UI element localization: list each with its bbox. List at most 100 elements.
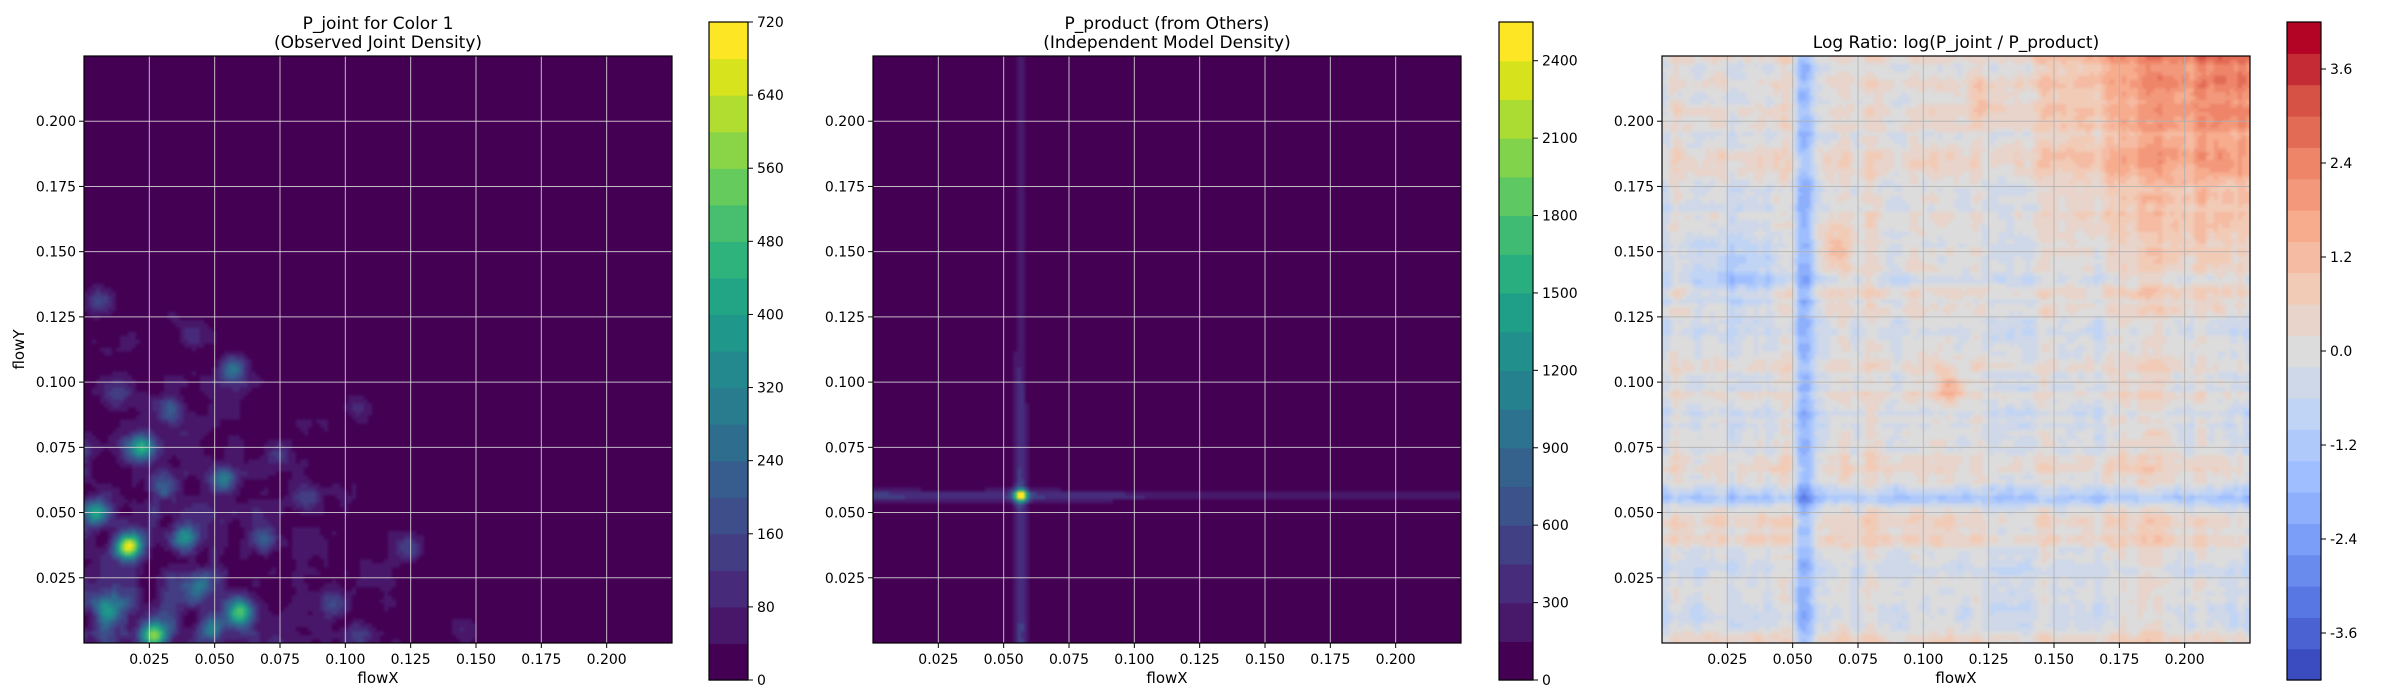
colorbar-level: [709, 95, 748, 133]
colorbar-tick-label: 720: [757, 15, 784, 31]
colorbar-tick-label: 2100: [1542, 131, 1578, 147]
colorbar-frame: [1498, 21, 1534, 681]
colorbar-level: [709, 643, 748, 681]
x-tick-label: 0.200: [2165, 652, 2205, 668]
colorbar-tick-label: 1800: [1542, 209, 1578, 225]
colorbar-tick-label: 560: [757, 161, 784, 177]
colorbar-tick-label: 400: [757, 307, 784, 323]
y-tick-label: 0.125: [36, 310, 76, 326]
x-tick-label: 0.200: [587, 652, 627, 668]
colorbar-level: [709, 131, 748, 169]
x-tick-label: 0.050: [984, 652, 1024, 668]
heatmap-image: [84, 56, 672, 643]
colorbar-level: [2287, 304, 2321, 336]
colorbar-tick-label: 2400: [1542, 54, 1578, 70]
y-tick-label: 0.175: [1614, 179, 1654, 195]
x-tick-label: 0.125: [391, 652, 431, 668]
colorbar-tick-label: 480: [757, 234, 784, 250]
colorbar-level: [709, 606, 748, 645]
colorbar-tick-label: 900: [1542, 441, 1569, 457]
colorbar-level: [1499, 60, 1533, 101]
y-axis-label: flowY: [10, 329, 28, 370]
x-tick-label: 0.175: [2099, 652, 2139, 668]
y-tick-label: 0.175: [36, 179, 76, 195]
y-tick-label: 0.050: [36, 506, 76, 522]
y-tick-label: 0.125: [1614, 310, 1654, 326]
colorbar-level: [1499, 447, 1533, 488]
chart-title-line: P_joint for Color 1: [303, 14, 454, 34]
x-axis-label: flowX: [357, 669, 398, 687]
x-tick-label: 0.075: [1838, 652, 1878, 668]
colorbar-level: [709, 387, 748, 425]
colorbar-level: [709, 497, 748, 535]
colorbar-level: [709, 570, 748, 608]
x-tick-label: 0.025: [1707, 652, 1747, 668]
x-tick-label: 0.125: [1969, 652, 2009, 668]
x-tick-label: 0.025: [129, 652, 169, 668]
colorbar-level: [1499, 99, 1533, 139]
x-tick-label: 0.100: [1903, 652, 1943, 668]
chart-title-line: (Observed Joint Density): [274, 33, 482, 53]
x-tick-label: 0.100: [325, 652, 365, 668]
colorbar-tick-label: 320: [757, 381, 784, 397]
colorbar-level: [2287, 366, 2321, 399]
colorbar-level: [709, 58, 748, 96]
y-tick-label: 0.150: [825, 245, 865, 261]
colorbar-level: [2287, 84, 2321, 117]
panel-product-density: 0.025 0.050 0.075 0.100 0.125 0.150 0.175 0.200…: [825, 14, 1578, 689]
colorbar-level: [1499, 22, 1533, 62]
colorbar-level: [2287, 617, 2321, 650]
colorbar-tick-label: 1500: [1542, 286, 1578, 302]
x-tick-label: 0.150: [456, 652, 496, 668]
colorbar-level: [2287, 554, 2321, 587]
colorbar-level: [709, 277, 748, 316]
y-tick-label: 0.075: [36, 440, 76, 456]
colorbar-level: [2287, 22, 2321, 54]
panel-joint-density: 0.025 0.050 0.075 0.100 0.125 0.150 0.175 0.200…: [10, 14, 784, 689]
colorbar-level: [1499, 215, 1533, 255]
colorbar-level: [1499, 370, 1533, 410]
x-axis-label: flowX: [1935, 669, 1976, 687]
panel-log-ratio: 0.025 0.050 0.075 0.100 0.125 0.150 0.175 0.200…: [1614, 21, 2357, 687]
x-tick-label: 0.050: [1773, 652, 1813, 668]
heatmap-image: [873, 56, 1461, 643]
colorbar-tick-label: 600: [1542, 518, 1569, 534]
y-tick-label: 0.075: [825, 440, 865, 456]
colorbar-level: [2287, 492, 2321, 524]
colorbar-tick-label: 1.2: [2330, 250, 2352, 266]
colorbar-level: [1499, 292, 1533, 333]
colorbar-tick-label: 640: [757, 88, 784, 104]
colorbar-level: [1499, 254, 1533, 294]
colorbar-level: [2287, 335, 2321, 368]
x-tick-label: 0.075: [1049, 652, 1089, 668]
y-tick-label: 0.200: [1614, 114, 1654, 130]
axes-frame: [83, 55, 673, 644]
colorbar-tick-label: 0: [1542, 673, 1551, 689]
colorbar-level: [2287, 241, 2321, 274]
y-tick-label: 0.150: [36, 245, 76, 261]
colorbar-level: [2287, 147, 2321, 180]
colorbar-tick-label: 300: [1542, 596, 1569, 612]
colorbar-frame: [708, 21, 749, 681]
y-tick-label: 0.100: [1614, 375, 1654, 391]
colorbar-tick-label: 1200: [1542, 363, 1578, 379]
colorbar-level: [709, 241, 748, 279]
colorbar-tick-label: -3.6: [2330, 626, 2357, 642]
colorbar-tick-label: 3.6: [2330, 62, 2352, 78]
axes-frame: [872, 55, 1462, 644]
colorbar-level: [1499, 525, 1533, 565]
x-tick-label: 0.125: [1180, 652, 1220, 668]
heatmap-image: [1662, 56, 2250, 643]
x-tick-label: 0.075: [260, 652, 300, 668]
colorbar-level: [2287, 429, 2321, 462]
chart-title-line: (Independent Model Density): [1043, 33, 1291, 53]
colorbar-level: [709, 168, 748, 206]
colorbar-tick-label: 0: [757, 673, 766, 689]
colorbar-level: [1499, 563, 1533, 604]
colorbar-tick-label: 2.4: [2330, 156, 2352, 172]
colorbar-level: [1499, 409, 1533, 449]
colorbar-tick-label: -2.4: [2330, 532, 2357, 548]
x-tick-label: 0.100: [1114, 652, 1154, 668]
colorbar-tick-label: -1.2: [2330, 438, 2357, 454]
colorbar-level: [709, 314, 748, 352]
